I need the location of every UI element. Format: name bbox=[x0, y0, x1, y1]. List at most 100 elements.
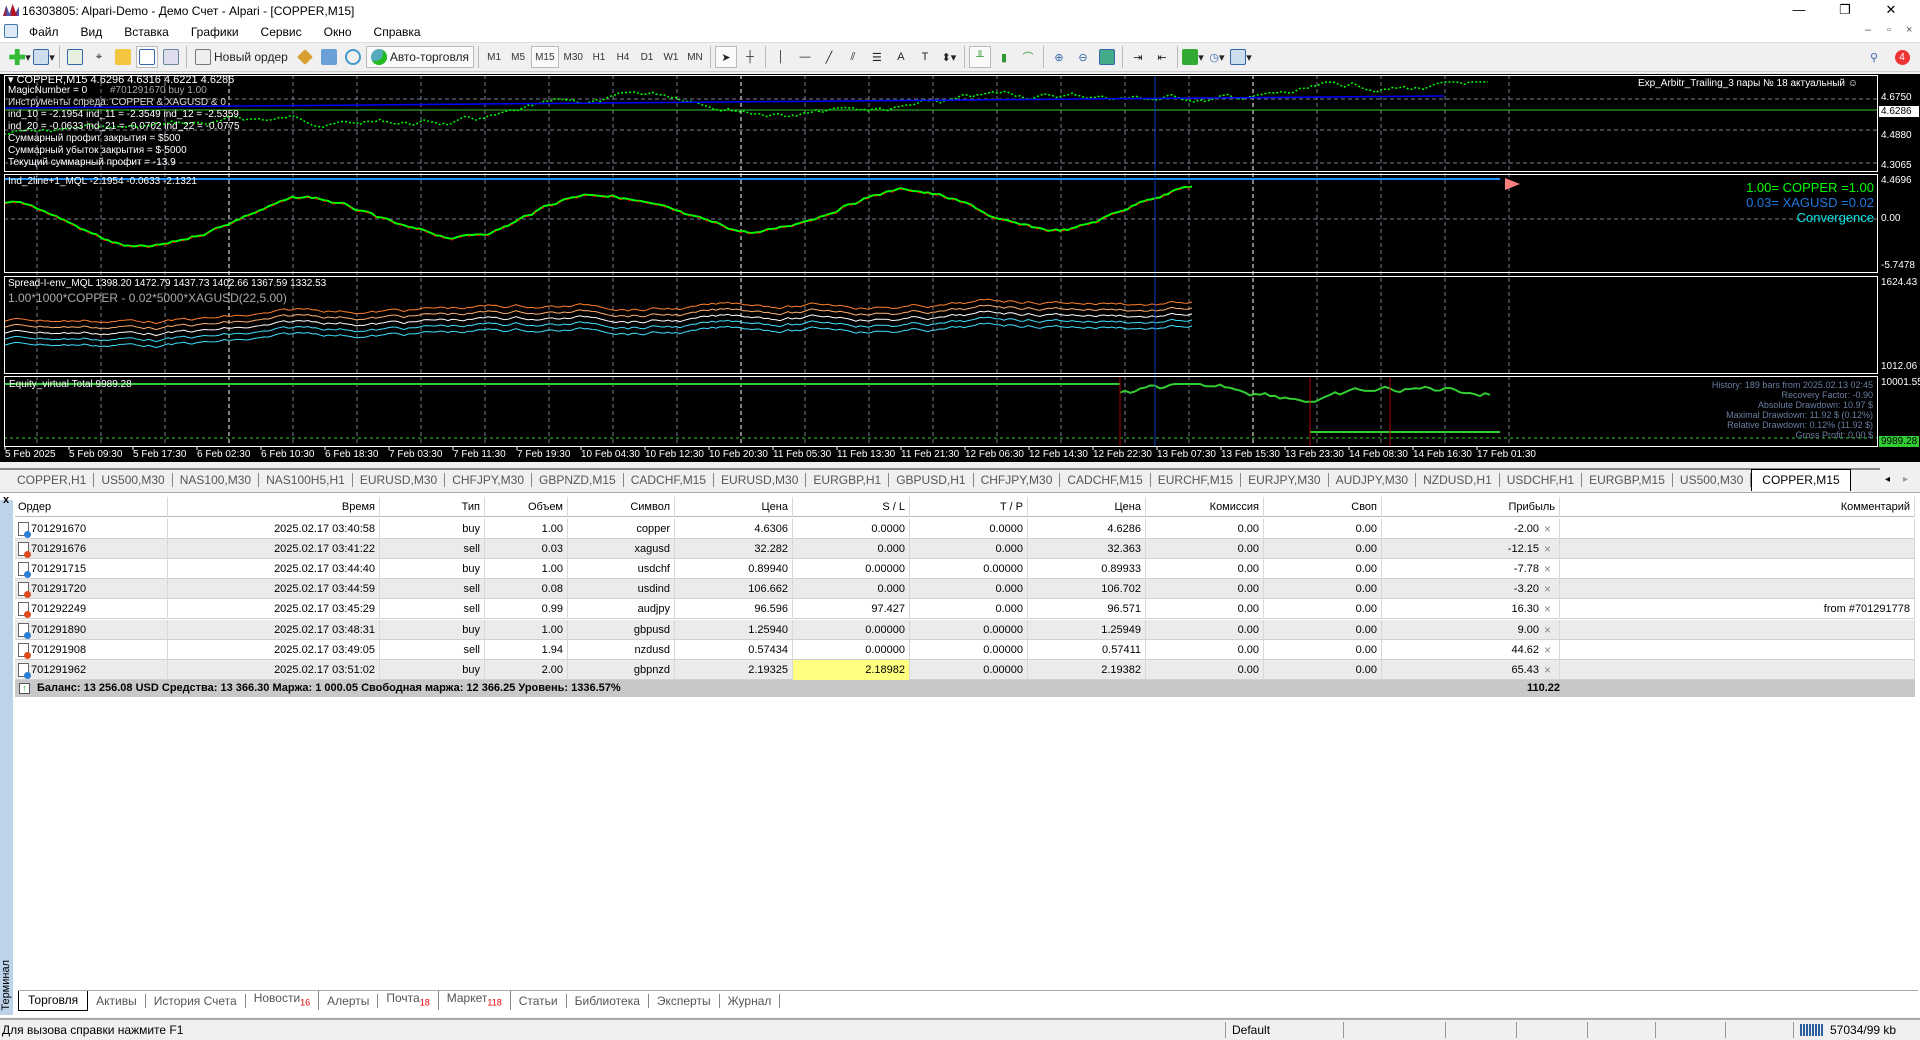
close-order-button[interactable]: × bbox=[1544, 522, 1552, 536]
new-order-button[interactable]: Новый ордер bbox=[191, 46, 292, 68]
terminal-tab[interactable]: Журнал bbox=[720, 993, 781, 1008]
timeframe-d1[interactable]: D1 bbox=[640, 51, 654, 63]
close-order-button[interactable]: × bbox=[1544, 662, 1552, 677]
maximize-button[interactable]: ❐ bbox=[1839, 2, 1851, 17]
chart-tab[interactable]: AUDJPY,M30 bbox=[1329, 473, 1417, 487]
chart-tab[interactable]: NAS100,M30 bbox=[173, 473, 260, 487]
data-window-button[interactable]: ⌖ bbox=[88, 46, 110, 68]
chart-tab[interactable]: GBPUSD,H1 bbox=[889, 473, 974, 487]
table-row[interactable]: 701291720 2025.02.17 03:44:59 sell 0.08 usdi… bbox=[15, 579, 1915, 600]
tile-windows-button[interactable] bbox=[1096, 46, 1118, 68]
close-window-button[interactable]: ✕ bbox=[1885, 2, 1897, 17]
column-header[interactable]: Символ bbox=[568, 497, 675, 517]
terminal-tab[interactable]: Библиотека bbox=[567, 993, 649, 1008]
cursor-button[interactable]: ➤ bbox=[714, 46, 737, 68]
close-order-button[interactable]: × bbox=[1544, 582, 1552, 597]
indicators-button[interactable]: ▾ bbox=[1182, 46, 1204, 68]
line-chart-button[interactable]: ⌒ bbox=[1017, 46, 1039, 68]
profiles-button[interactable]: ▾ bbox=[33, 46, 55, 68]
chart-tab[interactable]: EURGBP,M15 bbox=[1582, 473, 1673, 487]
templates-button[interactable]: ▾ bbox=[1230, 46, 1252, 68]
zoom-in-button[interactable]: ⊕ bbox=[1048, 46, 1070, 68]
table-row[interactable]: 701292249 2025.02.17 03:45:29 sell 0.99 audj… bbox=[15, 599, 1915, 620]
crosshair-button[interactable]: ┼ bbox=[739, 46, 761, 68]
chart-tab[interactable]: CADCHF,M15 bbox=[624, 473, 715, 487]
terminal-tab[interactable]: Новости16 bbox=[246, 991, 320, 1010]
timeframe-m5[interactable]: M5 bbox=[511, 51, 526, 63]
chart-tab[interactable]: USDCHF,H1 bbox=[1500, 473, 1583, 487]
chart-area[interactable]: ▾ COPPER,M15 4.6296 4.6316 4.6221 4.6286… bbox=[0, 74, 1920, 462]
column-header[interactable]: Тип bbox=[380, 497, 485, 517]
chart-tab[interactable]: COPPER,M15 bbox=[1751, 469, 1851, 491]
chart-tab[interactable]: EURGBP,H1 bbox=[806, 473, 890, 487]
tabs-scroll-left[interactable]: ◂ bbox=[1885, 474, 1891, 485]
timeframe-w1[interactable]: W1 bbox=[663, 51, 679, 63]
timeframe-h4[interactable]: H4 bbox=[616, 51, 630, 63]
menu-window[interactable]: Окно bbox=[323, 25, 352, 39]
chart-tab[interactable]: NZDUSD,H1 bbox=[1416, 473, 1500, 487]
column-header[interactable]: Ордер bbox=[15, 497, 168, 517]
chart-tab[interactable]: COPPER,H1 bbox=[10, 473, 95, 487]
column-header[interactable]: Своп bbox=[1264, 497, 1382, 517]
timeframe-h1[interactable]: H1 bbox=[592, 51, 606, 63]
navigator-button[interactable] bbox=[112, 46, 134, 68]
market-watch-button[interactable] bbox=[64, 46, 86, 68]
chart-tab[interactable]: EURCHF,M15 bbox=[1151, 473, 1242, 487]
search-button[interactable]: ⚲ bbox=[1863, 46, 1885, 68]
close-order-button[interactable]: × bbox=[1544, 602, 1552, 617]
chart-tab[interactable]: EURJPY,M30 bbox=[1241, 473, 1329, 487]
column-header[interactable]: Цена bbox=[1028, 497, 1146, 517]
chart-tab[interactable]: US500,M30 bbox=[94, 473, 173, 487]
table-row[interactable]: 701291890 2025.02.17 03:48:31 buy 1.00 gbpus… bbox=[15, 619, 1915, 640]
close-order-button[interactable]: × bbox=[1544, 642, 1552, 657]
chart-window-icon[interactable] bbox=[4, 24, 18, 38]
vps-button[interactable] bbox=[318, 46, 340, 68]
zoom-out-button[interactable]: ⊖ bbox=[1072, 46, 1094, 68]
chart-tab[interactable]: EURUSD,M30 bbox=[353, 473, 446, 487]
signals-button[interactable] bbox=[342, 46, 364, 68]
column-header[interactable]: S / L bbox=[793, 497, 910, 517]
text-button[interactable]: A bbox=[890, 46, 912, 68]
chart-tab[interactable]: CHFJPY,M30 bbox=[974, 473, 1061, 487]
menu-view[interactable]: Вид bbox=[80, 25, 103, 39]
menu-help[interactable]: Справка bbox=[373, 25, 421, 39]
minimize-button[interactable]: — bbox=[1792, 2, 1806, 17]
vertical-line-button[interactable]: │ bbox=[770, 46, 792, 68]
chart-tab[interactable]: CHFJPY,M30 bbox=[445, 473, 532, 487]
mdi-restore-button[interactable]: ▫ bbox=[1887, 24, 1891, 36]
autotrading-button[interactable]: Авто-торговля bbox=[365, 46, 475, 68]
metaeditor-button[interactable] bbox=[294, 46, 316, 68]
alerts-button[interactable]: 4 bbox=[1891, 46, 1913, 68]
bar-chart-button[interactable]: ╨ bbox=[968, 46, 991, 68]
table-row[interactable]: 701291670 2025.02.17 03:40:58 buy 1.00 coppe… bbox=[15, 519, 1915, 539]
terminal-tab[interactable]: Маркет118 bbox=[439, 991, 511, 1010]
chart-shift-button[interactable]: ⇤ bbox=[1151, 46, 1173, 68]
candlestick-button[interactable]: ▮ bbox=[993, 46, 1015, 68]
terminal-tab[interactable]: Статьи bbox=[511, 993, 567, 1008]
equidistant-channel-button[interactable]: ⫽ bbox=[842, 46, 864, 68]
close-order-button[interactable]: × bbox=[1544, 562, 1552, 577]
chart-tab[interactable]: GBPNZD,M15 bbox=[532, 473, 624, 487]
table-row[interactable]: 701291908 2025.02.17 03:49:05 sell 1.94 nzdu… bbox=[15, 639, 1915, 660]
column-header[interactable]: Время bbox=[168, 497, 380, 517]
column-header[interactable]: Прибыль bbox=[1382, 497, 1560, 517]
timeframe-mn[interactable]: MN bbox=[687, 51, 703, 63]
chart-tab[interactable]: CADCHF,M15 bbox=[1060, 473, 1151, 487]
terminal-button[interactable] bbox=[136, 46, 158, 68]
column-header[interactable]: Комментарий bbox=[1560, 497, 1915, 517]
menu-file[interactable]: Файл bbox=[29, 25, 59, 39]
trendline-button[interactable]: ╱ bbox=[818, 46, 840, 68]
mdi-close-button[interactable]: × bbox=[1906, 24, 1913, 36]
fibonacci-button[interactable]: ☰ bbox=[866, 46, 888, 68]
table-row[interactable]: 701291715 2025.02.17 03:44:40 buy 1.00 usdch… bbox=[15, 559, 1915, 580]
tabs-scroll-right[interactable]: ▸ bbox=[1903, 474, 1909, 485]
close-order-button[interactable]: × bbox=[1544, 542, 1552, 557]
chart-tab[interactable]: EURUSD,M30 bbox=[714, 473, 807, 487]
timeframe-m30[interactable]: M30 bbox=[563, 51, 583, 63]
chart-tab[interactable]: US500,M30 bbox=[1673, 473, 1752, 487]
table-row[interactable]: 701291962 2025.02.17 03:51:02 buy 2.00 gbpnz… bbox=[15, 659, 1915, 680]
terminal-tab[interactable]: Активы bbox=[88, 993, 146, 1008]
connection-status-icon[interactable] bbox=[1800, 1024, 1824, 1036]
terminal-tab[interactable]: Торговля bbox=[18, 990, 89, 1011]
terminal-close-button[interactable]: x bbox=[3, 494, 10, 506]
